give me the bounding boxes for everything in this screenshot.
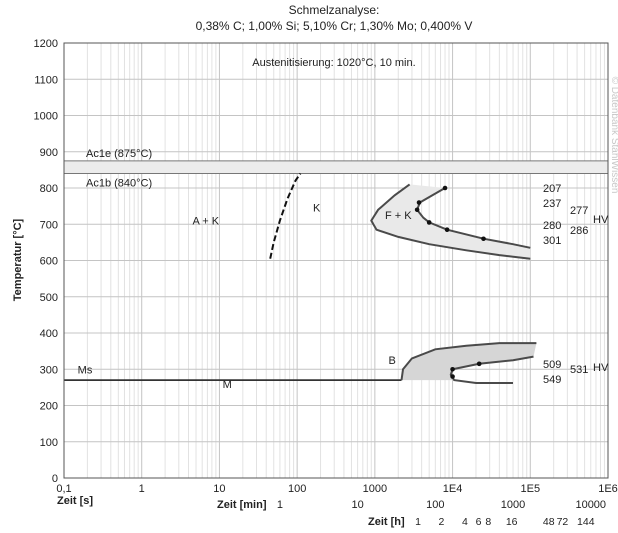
austenitization-note: Austenitisierung: 1020°C, 10 min.: [252, 57, 415, 69]
region-label: M: [223, 379, 232, 391]
data-point: [481, 236, 486, 242]
data-point: [416, 200, 422, 205]
data-point: [476, 361, 482, 367]
curve-f-end: [415, 187, 531, 249]
y-tick-label: 1200: [34, 38, 58, 50]
x-tick-minutes: 100: [426, 499, 444, 511]
x-tick-seconds: 1E6: [598, 483, 618, 495]
y-tick-label: 800: [40, 183, 58, 195]
data-point: [414, 207, 420, 213]
x-tick-seconds: 0,1: [56, 483, 71, 495]
ac1e-label: Ac1e (875°C): [86, 148, 152, 160]
region-label: B: [389, 355, 396, 367]
hardness-unit: HV: [593, 214, 609, 226]
reference-labels: Ac1e (875°C) Ac1b (840°C): [86, 148, 152, 190]
x-tick-hours: 16: [506, 516, 518, 528]
x-tick-hours: 48: [543, 516, 555, 528]
x-tick-minutes: 10: [351, 499, 363, 511]
y-tick-label: 1100: [34, 74, 58, 86]
grid: [63, 43, 608, 478]
y-tick-label: 600: [40, 256, 58, 268]
hardness-value: 280: [543, 220, 561, 232]
x-tick-hours: 144: [577, 516, 595, 528]
transformation-curves: [64, 172, 537, 384]
y-tick-label: 400: [40, 328, 58, 340]
x-tick-hours: 4: [462, 516, 468, 528]
y-tick-label: 500: [40, 292, 58, 304]
x-tick-minutes: 1000: [501, 499, 525, 511]
y-axis-label: Temperatur [°C]: [12, 218, 24, 301]
x-tick-seconds: 100: [288, 483, 306, 495]
hardness-value: 237: [543, 198, 561, 210]
data-point: [450, 374, 455, 379]
x-tick-seconds: 1: [139, 483, 145, 495]
chart-subtitle: 0,38% C; 1,00% Si; 5,10% Cr; 1,30% Mo; 0…: [196, 19, 473, 33]
x-tick-hours: 2: [439, 516, 445, 528]
hardness-value: 277: [570, 205, 588, 217]
x-tick-hours: 1: [415, 516, 421, 528]
x-axis-ticks: 0,1 1 10 100 1000 1E4 1E5 1E6 1 10 100 1000 10000 1 2 4…: [56, 483, 617, 528]
plot-frame: [63, 42, 609, 479]
x-tick-seconds: 1E5: [520, 483, 540, 495]
y-tick-label: 300: [40, 364, 58, 376]
hardness-value: 549: [543, 374, 561, 386]
y-tick-label: 100: [40, 437, 58, 449]
y-tick-label: 700: [40, 219, 58, 231]
x-tick-seconds: 10: [213, 483, 225, 495]
curve-k: [269, 172, 302, 259]
x-tick-hours: 8: [485, 516, 491, 528]
hardness-value: 531: [570, 364, 588, 376]
hardness-values: 207 237 280 301 277 286 HV 509 549 531 HV: [543, 183, 609, 386]
curve-f-start: [370, 183, 531, 260]
region-label: K: [313, 203, 321, 215]
x-tick-hours: 6: [476, 516, 482, 528]
y-tick-label: 1000: [34, 111, 58, 123]
hardness-value: 286: [570, 225, 588, 237]
x-tick-seconds: 1000: [363, 483, 387, 495]
hardness-value: 301: [543, 235, 561, 247]
hardness-unit: HV: [593, 362, 609, 374]
watermark: © Datenbank StahlWissen: [609, 77, 618, 194]
data-point: [426, 220, 432, 225]
x-axis-label-seconds: Zeit [s]: [57, 495, 93, 507]
x-tick-seconds: 1E4: [443, 483, 463, 495]
y-tick-label: 0: [52, 473, 58, 485]
region-labels: A + K K F + K B Ms M: [78, 203, 413, 392]
data-point: [450, 366, 455, 372]
x-tick-minutes: 10000: [575, 499, 606, 511]
y-tick-label: 900: [40, 147, 58, 159]
measurement-points: [414, 185, 486, 379]
region-label: F + K: [385, 210, 412, 222]
x-tick-hours: 72: [557, 516, 569, 528]
y-tick-label: 200: [40, 401, 58, 413]
reference-lines: [64, 160, 608, 174]
hardness-value: 509: [543, 359, 561, 371]
x-axis-label-minutes: Zeit [min]: [217, 499, 267, 511]
y-axis-ticks: 0 100 200 300 400 500 600 700 800 900 1000 1100 1200: [34, 38, 58, 485]
ac1-band: [64, 160, 608, 174]
x-axis-label-hours: Zeit [h]: [368, 516, 405, 528]
data-point: [442, 185, 448, 191]
bainite-region-fill: [401, 343, 537, 381]
curve-b-end: [449, 355, 534, 384]
data-point: [444, 227, 450, 232]
ac1b-label: Ac1b (840°C): [86, 178, 152, 190]
region-label: Ms: [78, 365, 93, 377]
chart-title: Schmelzanalyse:: [289, 3, 380, 17]
curve-b-start: [400, 342, 537, 381]
hardness-value: 207: [543, 183, 561, 195]
region-label: A + K: [192, 215, 219, 227]
x-tick-minutes: 1: [277, 499, 283, 511]
